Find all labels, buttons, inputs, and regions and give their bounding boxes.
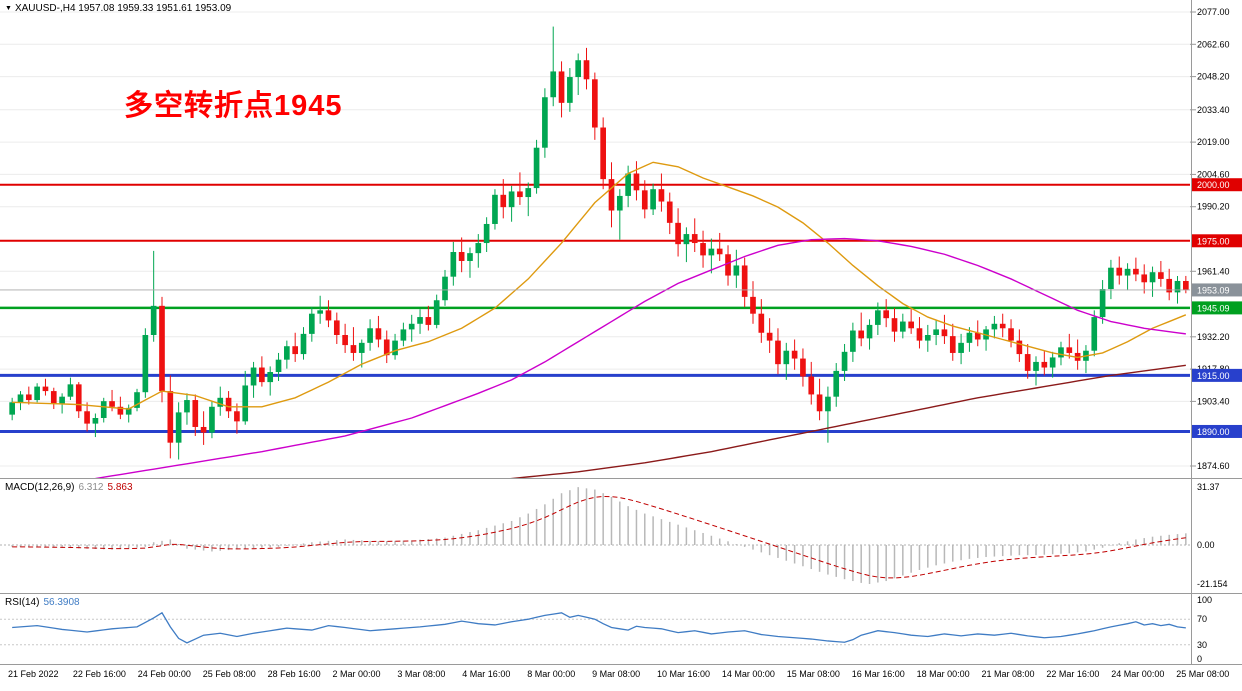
- rsi-indicator-label: RSI(14) 56.3908: [5, 597, 80, 608]
- svg-text:24 Mar 00:00: 24 Mar 00:00: [1111, 669, 1164, 679]
- svg-text:18 Mar 00:00: 18 Mar 00:00: [917, 669, 970, 679]
- svg-text:15 Mar 08:00: 15 Mar 08:00: [787, 669, 840, 679]
- rsi-axis-tick: 100: [1197, 595, 1212, 605]
- macd-signal-value: 5.863: [107, 482, 133, 493]
- macd-indicator-label: MACD(12,26,9) 6.312 5.863: [5, 482, 133, 493]
- svg-text:24 Feb 00:00: 24 Feb 00:00: [138, 669, 191, 679]
- svg-text:1975.00: 1975.00: [1197, 236, 1230, 246]
- svg-text:22 Feb 16:00: 22 Feb 16:00: [73, 669, 126, 679]
- symbol-ohlc-text: XAUUSD-,H4 1957.08 1959.33 1951.61 1953.…: [14, 3, 232, 14]
- current-price-badge: 1953.09: [1192, 283, 1242, 297]
- macd-axis-tick: 0.00: [1197, 540, 1215, 550]
- svg-text:21 Feb 2022: 21 Feb 2022: [8, 669, 59, 679]
- rsi-line: [12, 611, 1186, 644]
- svg-text:1915.00: 1915.00: [1197, 371, 1230, 381]
- ma-medium-magenta: [94, 237, 1186, 478]
- svg-text:21 Mar 08:00: 21 Mar 08:00: [982, 669, 1035, 679]
- svg-text:3 Mar 08:00: 3 Mar 08:00: [397, 669, 445, 679]
- price-level-badge-2000.00: 2000.00: [1192, 178, 1242, 192]
- macd-signal-line: [12, 496, 1186, 579]
- price-axis-tick: 2033.40: [1197, 105, 1230, 115]
- svg-text:2 Mar 00:00: 2 Mar 00:00: [333, 669, 381, 679]
- ma-fast-orange: [12, 161, 1187, 410]
- svg-text:1953.09: 1953.09: [1197, 285, 1230, 295]
- price-axis-tick: 2004.60: [1197, 169, 1230, 179]
- svg-text:2000.00: 2000.00: [1197, 180, 1230, 190]
- svg-text:1890.00: 1890.00: [1197, 427, 1230, 437]
- price-axis-tick: 1961.40: [1197, 266, 1230, 276]
- ma-slow-darkred: [510, 364, 1186, 478]
- price-axis-tick: 2077.00: [1197, 7, 1230, 17]
- rsi-axis-tick: 70: [1197, 614, 1207, 624]
- svg-text:1945.09: 1945.09: [1197, 303, 1230, 313]
- svg-text:4 Mar 16:00: 4 Mar 16:00: [462, 669, 510, 679]
- macd-histogram: [11, 487, 1187, 585]
- price-level-badge-1890.00: 1890.00: [1192, 424, 1242, 438]
- price-level-badge-1945.09: 1945.09: [1192, 301, 1242, 315]
- macd-axis-tick: -21.154: [1197, 579, 1228, 589]
- rsi-axis-tick: 30: [1197, 640, 1207, 650]
- svg-text:16 Mar 16:00: 16 Mar 16:00: [852, 669, 905, 679]
- time-axis-labels: 21 Feb 2022 22 Feb 16:00 24 Feb 00:00 25 Fe…: [8, 669, 1229, 679]
- rsi-label-text: RSI(14): [5, 597, 40, 608]
- svg-text:22 Mar 16:00: 22 Mar 16:00: [1046, 669, 1099, 679]
- price-axis-tick: 2019.00: [1197, 137, 1230, 147]
- price-axis-tick: 1874.60: [1197, 461, 1230, 471]
- macd-label-text: MACD(12,26,9): [5, 482, 75, 493]
- svg-text:25 Mar 08:00: 25 Mar 08:00: [1176, 669, 1229, 679]
- price-level-badge-1975.00: 1975.00: [1192, 234, 1242, 248]
- price-axis-tick: 2062.60: [1197, 39, 1230, 49]
- svg-text:8 Mar 00:00: 8 Mar 00:00: [527, 669, 575, 679]
- svg-text:25 Feb 08:00: 25 Feb 08:00: [203, 669, 256, 679]
- chart-symbol-line: ▼ XAUUSD-,H4 1957.08 1959.33 1951.61 1953…: [5, 3, 231, 14]
- price-axis-tick: 1932.20: [1197, 332, 1230, 342]
- price-level-badge-1915.00: 1915.00: [1192, 368, 1242, 382]
- price-axis-tick: 1903.40: [1197, 396, 1230, 406]
- price-axis-tick: 2048.20: [1197, 72, 1230, 82]
- rsi-value: 56.3908: [43, 597, 80, 608]
- annotation-text[interactable]: 多空转折点1945: [124, 90, 343, 122]
- macd-axis-tick: 31.37: [1197, 482, 1220, 492]
- macd-main-value: 6.312: [78, 482, 104, 493]
- rsi-axis-tick: 0: [1197, 654, 1202, 664]
- svg-text:10 Mar 16:00: 10 Mar 16:00: [657, 669, 710, 679]
- svg-text:14 Mar 00:00: 14 Mar 00:00: [722, 669, 775, 679]
- price-axis-tick: 1990.20: [1197, 202, 1230, 212]
- svg-text:9 Mar 08:00: 9 Mar 08:00: [592, 669, 640, 679]
- collapse-triangle-icon[interactable]: ▼: [5, 5, 12, 12]
- svg-text:28 Feb 16:00: 28 Feb 16:00: [268, 669, 321, 679]
- candlesticks: [9, 26, 1189, 460]
